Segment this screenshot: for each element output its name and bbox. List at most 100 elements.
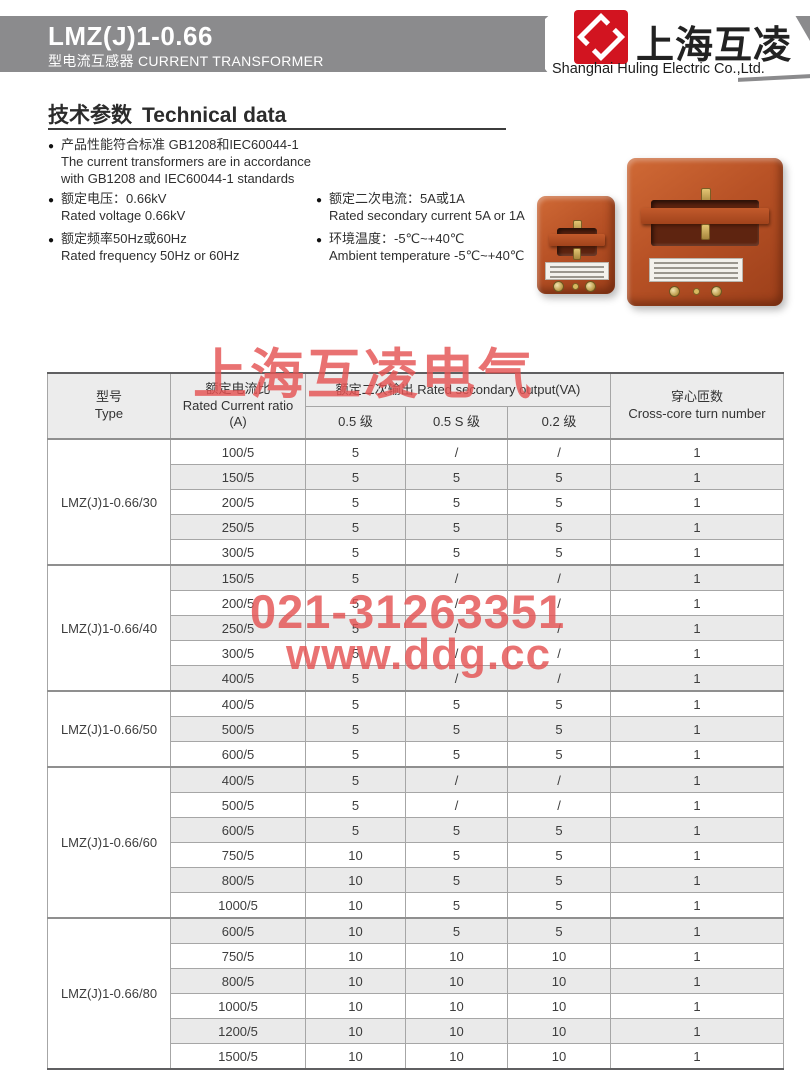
ratio-cell: 200/5 xyxy=(170,489,306,515)
type-cell: LMZ(J)1-0.66/40 xyxy=(47,564,171,692)
secondary-terminal xyxy=(585,281,596,292)
spec-bullet: ● 额定二次电流：5A或1A Rated secondary current 5… xyxy=(316,190,566,224)
output-value-cell: 5 xyxy=(305,741,406,768)
spec-text-en: Rated voltage 0.66kV xyxy=(61,208,186,223)
rating-label xyxy=(649,258,743,282)
section-title-en: Technical data xyxy=(142,104,287,127)
output-value-cell: 10 xyxy=(507,968,611,994)
bullet-icon: ● xyxy=(48,195,55,206)
ratio-cell: 250/5 xyxy=(170,514,306,540)
output-value-cell: 5 xyxy=(405,716,508,742)
table-row: 600/5 5 5 5 1 xyxy=(48,741,784,768)
output-value-cell: 10 xyxy=(305,867,406,893)
spec-text-en: Rated secondary current 5A or 1A xyxy=(329,208,525,223)
spec-table-wrap: 型号 Type 额定电流比 Rated Current ratio (A) 额定… xyxy=(47,372,784,1070)
table-row: 150/5 5 5 5 1 xyxy=(48,464,784,490)
turns-cell: 1 xyxy=(610,993,784,1019)
output-value-cell: / xyxy=(405,640,508,666)
type-cell: LMZ(J)1-0.66/30 xyxy=(47,438,171,566)
primary-bar xyxy=(549,234,605,246)
ratio-cell: 400/5 xyxy=(170,665,306,692)
ratio-cell: 600/5 xyxy=(170,741,306,768)
col-header-ratio: 额定电流比 Rated Current ratio (A) xyxy=(170,372,306,440)
output-value-cell: 5 xyxy=(507,514,611,540)
spec-bullet: ● 额定频率50Hz或60Hz Rated frequency 50Hz or … xyxy=(48,230,298,264)
ratio-cell: 500/5 xyxy=(170,716,306,742)
output-value-cell: 5 xyxy=(305,539,406,566)
output-value-cell: 5 xyxy=(507,489,611,515)
output-value-cell: 5 xyxy=(405,514,508,540)
col-header-class-05s: 0.5 S 级 xyxy=(405,406,508,440)
col-header-output: 额定二次输出 Rated secondary output(VA) xyxy=(305,372,611,407)
output-value-cell: / xyxy=(405,665,508,692)
ratio-cell: 250/5 xyxy=(170,615,306,641)
spec-table-head: 型号 Type 额定电流比 Rated Current ratio (A) 额定… xyxy=(47,372,784,440)
output-value-cell: 10 xyxy=(507,1043,611,1070)
spec-text-en: The current transformers are in accordan… xyxy=(61,154,311,169)
output-value-cell: 5 xyxy=(405,741,508,768)
output-value-cell: 10 xyxy=(405,943,508,969)
bullet-icon: ● xyxy=(48,235,55,246)
ratio-cell: 300/5 xyxy=(170,640,306,666)
ratio-cell: 400/5 xyxy=(170,766,306,793)
section-divider xyxy=(48,128,506,130)
spec-text-cn: 额定电压：0.66kV xyxy=(61,191,167,206)
table-row: 800/5 10 5 5 1 xyxy=(48,867,784,893)
brand-name-cn: 上海互凌 xyxy=(636,25,793,67)
output-value-cell: 5 xyxy=(405,464,508,490)
output-value-cell: 5 xyxy=(405,867,508,893)
col-header-class-05: 0.5 级 xyxy=(305,406,406,440)
ratio-cell: 1000/5 xyxy=(170,892,306,919)
table-row: 600/5 5 5 5 1 xyxy=(48,817,784,843)
turns-cell: 1 xyxy=(610,917,784,944)
col-header-type: 型号 Type xyxy=(47,372,171,440)
turns-cell: 1 xyxy=(610,539,784,566)
primary-bar xyxy=(641,208,769,224)
output-value-cell: 5 xyxy=(405,842,508,868)
ground-dot xyxy=(693,288,700,295)
table-row: LMZ(J)1-0.66/50 400/5 5 5 5 1 xyxy=(47,690,784,768)
output-value-cell: 10 xyxy=(305,943,406,969)
rating-label xyxy=(545,262,609,280)
output-value-cell: 10 xyxy=(507,1018,611,1044)
secondary-terminal xyxy=(553,281,564,292)
ratio-cell: 150/5 xyxy=(170,464,306,490)
page-title: LMZ(J)1-0.66 xyxy=(48,21,213,51)
table-row: 400/5 5//1 xyxy=(48,665,784,692)
output-value-cell: 5 xyxy=(305,438,406,465)
output-value-cell: 5 xyxy=(305,514,406,540)
output-value-cell: 5 xyxy=(507,892,611,919)
output-value-cell: 5 xyxy=(405,690,508,717)
turns-cell: 1 xyxy=(610,766,784,793)
output-value-cell: 10 xyxy=(305,1043,406,1070)
spec-text-en: Ambient temperature -5℃~+40℃ xyxy=(329,248,525,263)
output-value-cell: 10 xyxy=(305,993,406,1019)
output-value-cell: 10 xyxy=(305,892,406,919)
output-value-cell: 10 xyxy=(305,917,406,944)
output-value-cell: 5 xyxy=(507,464,611,490)
output-value-cell: 10 xyxy=(405,968,508,994)
spec-text-cn: 产品性能符合标准 GB1208和IEC60044-1 xyxy=(61,137,299,152)
turns-cell: 1 xyxy=(610,438,784,465)
turns-cell: 1 xyxy=(610,792,784,818)
turns-cell: 1 xyxy=(610,892,784,919)
output-value-cell: / xyxy=(405,564,508,591)
table-row: 500/5 5 5 5 1 xyxy=(48,716,784,742)
output-value-cell: 5 xyxy=(405,817,508,843)
ratio-cell: 200/5 xyxy=(170,590,306,616)
ratio-cell: 1200/5 xyxy=(170,1018,306,1044)
turns-cell: 1 xyxy=(610,842,784,868)
spec-bullet: ● 环境温度：-5℃~+40℃ Ambient temperature -5℃~… xyxy=(316,230,566,264)
turns-cell: 1 xyxy=(610,564,784,591)
turns-cell: 1 xyxy=(610,716,784,742)
output-value-cell: / xyxy=(405,438,508,465)
product-photo-small-ct xyxy=(537,196,615,294)
turns-cell: 1 xyxy=(610,640,784,666)
output-value-cell: 5 xyxy=(305,640,406,666)
table-row: 250/5 5//1 xyxy=(48,615,784,641)
table-row: LMZ(J)1-0.66/80 600/5 10 5 5 1 xyxy=(47,917,784,1070)
ratio-cell: 1000/5 xyxy=(170,993,306,1019)
col-header-class-02: 0.2 级 xyxy=(507,406,611,440)
type-cell: LMZ(J)1-0.66/80 xyxy=(47,917,171,1070)
page-subtitle: 型电流互感器 CURRENT TRANSFORMER xyxy=(48,53,324,69)
